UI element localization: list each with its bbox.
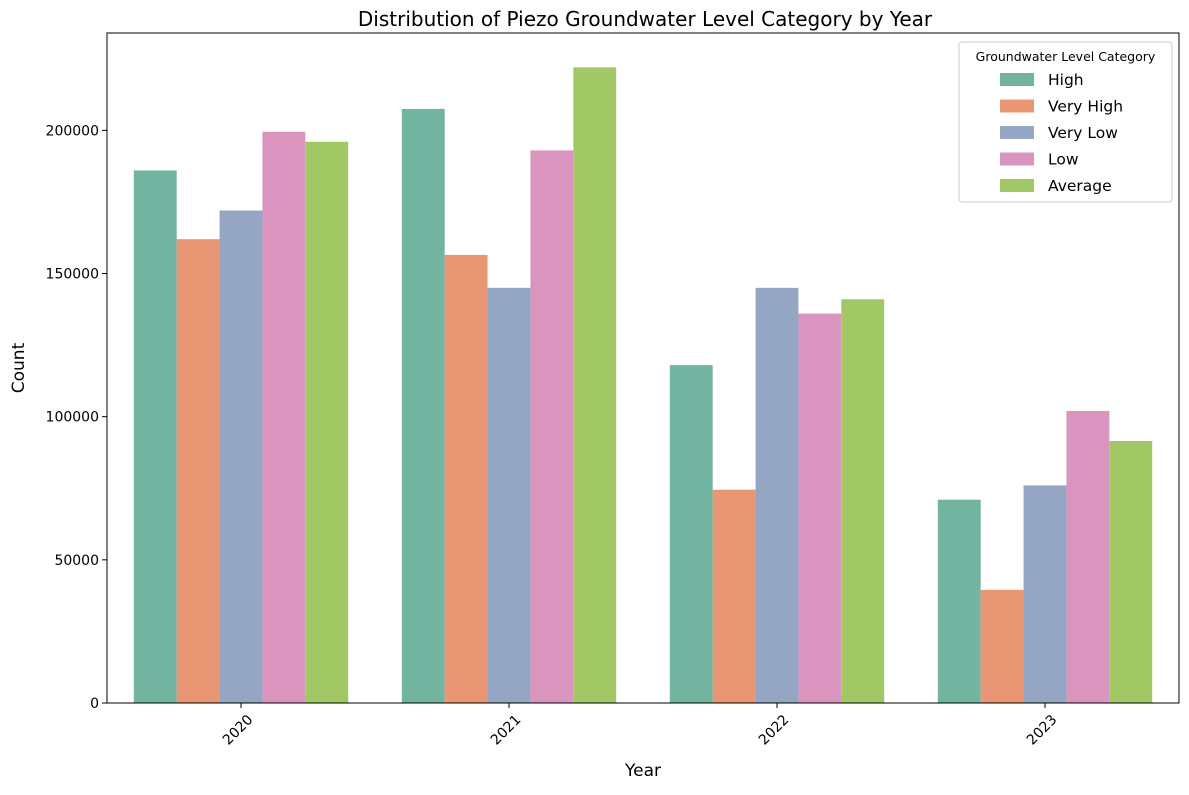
y-tick-label: 150000 (46, 267, 99, 283)
bar-very-high-2023 (980, 589, 1024, 703)
legend: Groundwater Level Category High Very High V… (958, 41, 1173, 203)
x-tick-label: 2020 (220, 712, 257, 749)
legend-swatch (1000, 152, 1034, 166)
bar-low-2022 (798, 313, 842, 703)
bars-layer (133, 67, 1153, 704)
x-tick-label: 2022 (756, 712, 793, 749)
legend-swatch (1000, 99, 1034, 113)
bar-very-low-2022 (755, 287, 799, 703)
legend-swatch (1000, 179, 1034, 192)
bar-very-high-2020 (176, 239, 220, 703)
legend-title: Groundwater Level Category (976, 49, 1156, 64)
bar-low-2021 (530, 150, 574, 703)
bar-high-2023 (937, 499, 981, 703)
y-axis: 0 50000 100000 150000 200000 (46, 123, 107, 712)
legend-label: Very Low (1048, 124, 1118, 142)
bar-high-2020 (133, 170, 177, 703)
bar-average-2021 (573, 67, 617, 704)
legend-label: Low (1048, 151, 1079, 169)
x-tick-label: 2023 (1024, 712, 1061, 749)
bar-very-low-2023 (1023, 485, 1067, 703)
y-axis-label: Count (9, 342, 29, 393)
y-tick-label: 200000 (46, 123, 99, 139)
bar-low-2020 (262, 131, 306, 703)
bar-very-high-2022 (712, 489, 756, 703)
chart-title: Distribution of Piezo Groundwater Level … (358, 7, 933, 31)
legend-label: Very High (1048, 98, 1123, 116)
legend-label: High (1048, 71, 1084, 89)
legend-swatch (1000, 126, 1034, 139)
bar-very-low-2021 (487, 287, 531, 703)
plot-frame (106, 32, 1180, 704)
bar-very-high-2021 (444, 254, 488, 703)
bar-high-2022 (669, 365, 713, 703)
bar-high-2021 (401, 108, 445, 703)
bar-low-2023 (1066, 410, 1110, 703)
y-tick-label: 0 (90, 696, 99, 712)
x-axis: 2020 2021 2022 2023 (220, 703, 1061, 749)
bar-average-2022 (841, 299, 885, 703)
y-tick-label: 50000 (54, 553, 99, 569)
x-axis-label: Year (624, 761, 661, 781)
x-tick-label: 2021 (488, 712, 525, 749)
legend-swatch (1000, 73, 1034, 86)
bar-average-2020 (305, 141, 349, 704)
legend-label: Average (1048, 177, 1112, 195)
bar-very-low-2020 (219, 210, 263, 703)
y-tick-label: 100000 (46, 410, 99, 426)
bar-average-2023 (1109, 441, 1153, 703)
